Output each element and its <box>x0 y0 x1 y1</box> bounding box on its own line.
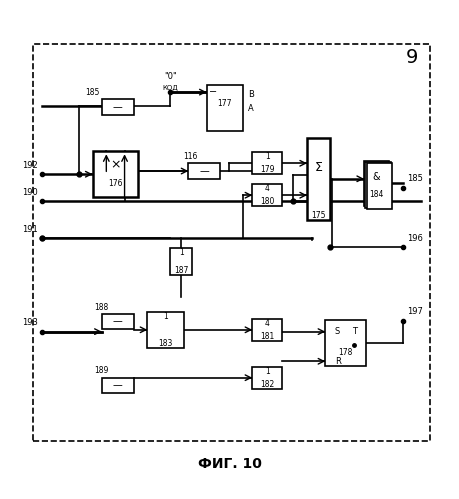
Bar <box>102 378 134 393</box>
Bar <box>102 99 134 115</box>
Text: 9: 9 <box>406 48 418 67</box>
Text: 4: 4 <box>265 184 269 193</box>
Text: 190: 190 <box>22 188 38 197</box>
Bar <box>252 367 282 389</box>
Text: −: − <box>209 87 217 97</box>
Text: КОД: КОД <box>162 84 178 91</box>
Text: "0": "0" <box>164 72 177 81</box>
Bar <box>252 319 282 341</box>
Text: ФИГ. 10: ФИГ. 10 <box>197 457 262 471</box>
Bar <box>364 161 389 206</box>
Text: 184: 184 <box>369 190 384 199</box>
Text: 180: 180 <box>260 197 274 206</box>
Text: 185: 185 <box>85 88 100 97</box>
Text: 185: 185 <box>408 174 423 183</box>
Text: ×: × <box>110 159 121 172</box>
Bar <box>102 314 134 329</box>
Bar <box>93 151 138 197</box>
Text: S: S <box>335 327 340 336</box>
Text: —: — <box>113 316 123 326</box>
Text: 175: 175 <box>311 211 326 220</box>
Text: 191: 191 <box>22 225 38 234</box>
Text: 192: 192 <box>22 161 38 170</box>
Text: —: — <box>200 166 209 176</box>
Text: 193: 193 <box>22 318 38 327</box>
Text: 177: 177 <box>218 99 232 108</box>
Text: &: & <box>373 172 381 182</box>
Text: —: — <box>113 102 123 112</box>
Text: 176: 176 <box>108 179 123 188</box>
Text: 188: 188 <box>95 302 109 311</box>
Text: 182: 182 <box>260 380 274 389</box>
Bar <box>170 248 192 274</box>
Text: 1: 1 <box>179 248 184 257</box>
Text: A: A <box>248 104 253 113</box>
Text: T: T <box>352 327 357 336</box>
Bar <box>252 184 282 206</box>
Text: R: R <box>335 357 341 366</box>
Text: 1: 1 <box>163 312 168 321</box>
Bar <box>307 138 330 220</box>
Text: 178: 178 <box>339 348 353 357</box>
Text: 197: 197 <box>408 307 423 316</box>
Text: —: — <box>113 380 123 390</box>
Text: 183: 183 <box>158 338 173 347</box>
Bar <box>367 163 392 209</box>
Bar <box>147 312 184 348</box>
Text: 187: 187 <box>174 265 188 274</box>
Text: 196: 196 <box>408 234 423 243</box>
Text: B: B <box>248 90 254 99</box>
Text: 4: 4 <box>265 319 269 328</box>
Bar <box>189 163 220 179</box>
Text: 1: 1 <box>265 152 269 161</box>
Bar <box>34 44 430 441</box>
Bar <box>252 152 282 174</box>
Text: 179: 179 <box>260 165 274 174</box>
Text: 189: 189 <box>95 366 109 375</box>
Text: 181: 181 <box>260 332 274 341</box>
Text: Σ: Σ <box>314 161 322 174</box>
Bar <box>207 85 243 131</box>
Bar <box>365 162 391 208</box>
Text: 1: 1 <box>265 367 269 376</box>
Bar <box>325 320 366 366</box>
Text: 116: 116 <box>184 152 198 161</box>
